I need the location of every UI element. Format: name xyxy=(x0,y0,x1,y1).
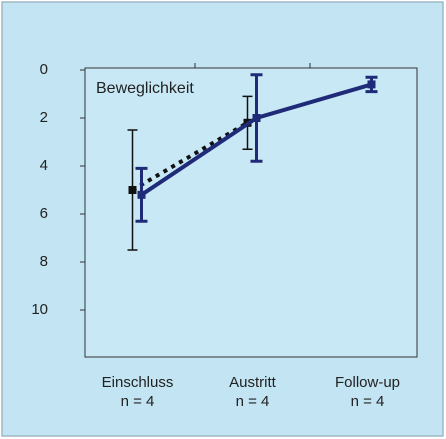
point xyxy=(137,190,146,199)
x-tick-label: Einschluss xyxy=(102,374,174,391)
y-tick-label: 8 xyxy=(40,253,48,270)
x-tick-note: n = 4 xyxy=(121,393,155,410)
annotation: Beweglichkeit xyxy=(96,80,194,97)
point xyxy=(128,186,137,194)
x-tick-note: n = 4 xyxy=(236,393,270,410)
point xyxy=(252,114,261,122)
y-tick-label: 2 xyxy=(40,109,48,126)
y-tick-label: 0 xyxy=(40,61,48,78)
x-tick-label: Austritt xyxy=(229,374,277,391)
x-tick-label: Follow-up xyxy=(335,374,400,391)
plot-area xyxy=(84,67,418,358)
point xyxy=(367,80,376,89)
y-tick-label: 6 xyxy=(40,205,48,222)
y-tick-label: 4 xyxy=(40,157,48,174)
series-line xyxy=(131,121,249,192)
x-tick-note: n = 4 xyxy=(351,393,385,410)
y-tick-label: 10 xyxy=(31,301,48,318)
